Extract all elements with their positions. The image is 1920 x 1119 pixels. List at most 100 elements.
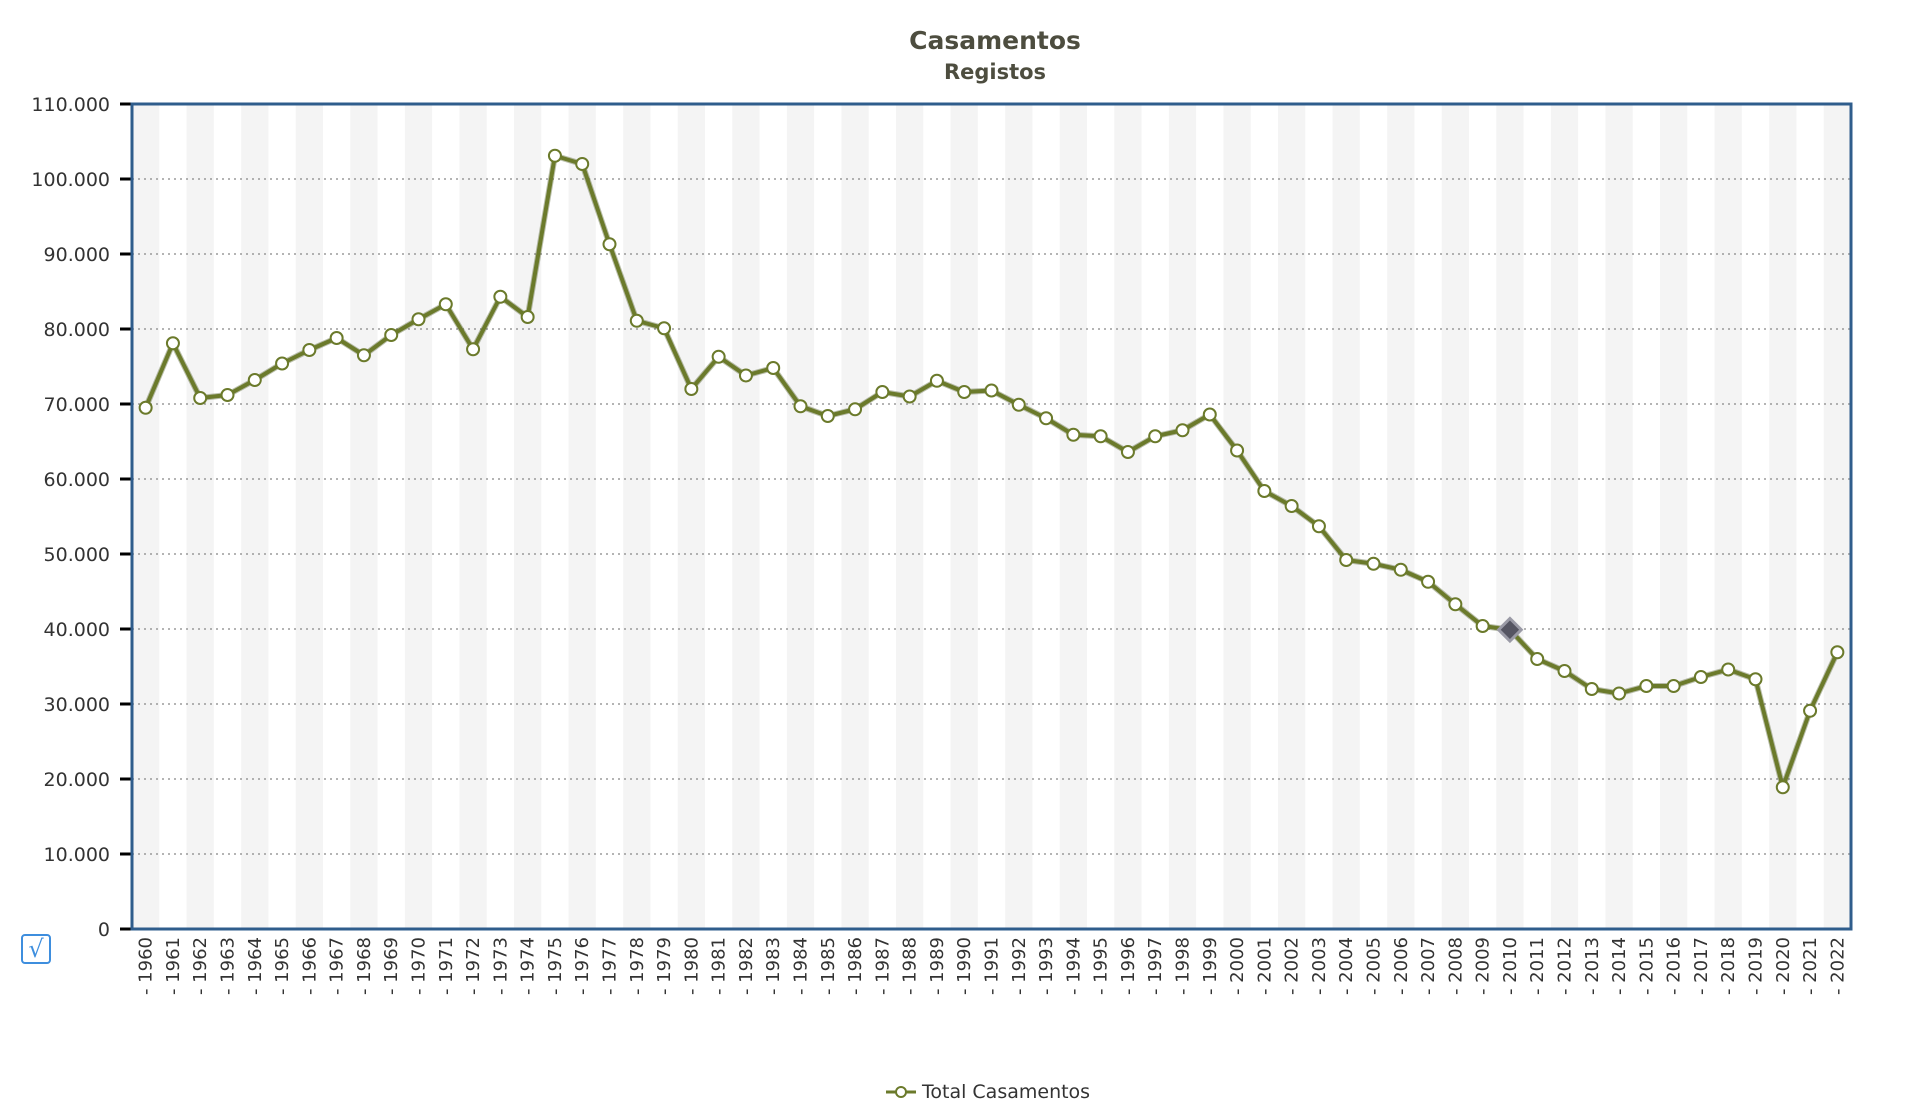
data-point[interactable]	[1175, 423, 1190, 438]
data-point[interactable]	[1530, 652, 1545, 666]
data-point[interactable]	[684, 382, 699, 396]
data-point-highlighted[interactable]	[1496, 616, 1524, 644]
data-point[interactable]	[575, 157, 590, 171]
category-band	[1605, 104, 1633, 929]
data-point[interactable]	[1803, 703, 1818, 718]
category-band	[241, 104, 269, 929]
x-tick-label: - 1981	[709, 937, 730, 995]
data-point[interactable]	[984, 383, 999, 398]
category-band	[1332, 104, 1360, 929]
data-point[interactable]	[1639, 679, 1654, 693]
data-point[interactable]	[875, 385, 890, 399]
data-point[interactable]	[602, 237, 617, 252]
data-point[interactable]	[848, 402, 863, 417]
data-point[interactable]	[1284, 499, 1299, 513]
y-tick-label: 70.000	[44, 394, 110, 416]
category-band	[1387, 104, 1415, 929]
x-tick-label: - 1983	[763, 937, 784, 995]
data-point[interactable]	[711, 349, 726, 364]
x-tick-label: - 1979	[654, 937, 675, 995]
data-point[interactable]	[657, 321, 672, 336]
data-point[interactable]	[957, 385, 972, 399]
data-point[interactable]	[1311, 519, 1326, 534]
data-point[interactable]	[738, 368, 753, 383]
data-point[interactable]	[193, 391, 208, 405]
data-point[interactable]	[1148, 429, 1163, 444]
data-point[interactable]	[1693, 670, 1708, 684]
category-band	[568, 104, 596, 929]
data-point[interactable]	[1748, 672, 1763, 687]
data-point[interactable]	[1830, 645, 1845, 660]
gridlines	[120, 102, 1851, 931]
data-point[interactable]	[384, 328, 399, 342]
data-point[interactable]	[929, 373, 944, 388]
data-point[interactable]	[1257, 484, 1272, 498]
data-point[interactable]	[1393, 562, 1408, 577]
data-point[interactable]	[1066, 427, 1081, 442]
svg-text:- 2007: - 2007	[1418, 937, 1439, 995]
data-point[interactable]	[1230, 443, 1245, 458]
svg-text:- 1962: - 1962	[190, 937, 211, 995]
y-tick-label: 50.000	[44, 544, 110, 566]
data-point[interactable]	[1775, 780, 1790, 795]
data-point[interactable]	[1093, 429, 1108, 444]
data-point[interactable]	[1011, 397, 1026, 412]
svg-text:- 1994: - 1994	[1063, 937, 1084, 995]
data-point[interactable]	[1557, 664, 1572, 678]
data-point[interactable]	[466, 342, 481, 357]
data-point[interactable]	[411, 312, 426, 327]
data-point[interactable]	[138, 400, 153, 415]
data-point[interactable]	[275, 356, 290, 371]
category-band	[623, 104, 651, 929]
data-point[interactable]	[820, 409, 835, 423]
data-point[interactable]	[902, 389, 917, 404]
x-tick-label: - 1975	[545, 937, 566, 995]
data-point[interactable]	[1721, 662, 1736, 677]
data-point[interactable]	[1421, 574, 1436, 589]
checkbox-toggle-button[interactable]: √	[21, 934, 51, 964]
x-tick-label: - 1970	[409, 937, 430, 995]
x-tick-label: - 1987	[872, 937, 893, 995]
data-point[interactable]	[1612, 686, 1627, 701]
data-point[interactable]	[1448, 597, 1463, 612]
x-tick-label: - 1989	[927, 937, 948, 995]
data-point[interactable]	[520, 310, 535, 324]
data-point[interactable]	[766, 361, 781, 375]
x-tick-label: - 2012	[1555, 937, 1576, 995]
x-tick-label: - 1962	[190, 937, 211, 995]
svg-text:- 2014: - 2014	[1609, 937, 1630, 995]
x-tick-label: - 1997	[1145, 937, 1166, 995]
data-point[interactable]	[1120, 445, 1135, 459]
chart-title: Casamentos	[909, 26, 1081, 55]
data-point[interactable]	[1666, 679, 1681, 693]
data-point[interactable]	[629, 313, 644, 328]
legend[interactable]: Total Casamentos	[886, 1081, 1090, 1103]
chart-subtitle: Registos	[943, 60, 1047, 84]
data-point[interactable]	[1039, 411, 1054, 426]
x-tick-label: - 2009	[1473, 937, 1494, 995]
svg-text:- 1997: - 1997	[1145, 937, 1166, 995]
data-point[interactable]	[356, 348, 371, 363]
x-tick-label: - 1965	[272, 937, 293, 995]
data-point[interactable]	[793, 399, 808, 414]
x-tick-label: - 1991	[982, 937, 1003, 995]
data-point[interactable]	[247, 373, 262, 387]
series-line	[143, 153, 1840, 790]
data-point[interactable]	[1202, 407, 1217, 422]
x-tick-label: - 1977	[600, 937, 621, 995]
data-point[interactable]	[220, 388, 235, 402]
category-band	[1550, 104, 1579, 929]
x-tick-label: - 2004	[1336, 937, 1357, 995]
data-point[interactable]	[302, 343, 317, 357]
data-point[interactable]	[1339, 553, 1354, 567]
data-point[interactable]	[329, 331, 344, 345]
data-point[interactable]	[1584, 682, 1599, 696]
data-point[interactable]	[547, 148, 562, 163]
svg-text:- 1977: - 1977	[600, 937, 621, 995]
data-point[interactable]	[438, 297, 453, 312]
data-point[interactable]	[1366, 556, 1381, 571]
data-point[interactable]	[165, 336, 180, 351]
data-point[interactable]	[1475, 619, 1490, 633]
data-point[interactable]	[493, 289, 508, 304]
svg-text:- 1968: - 1968	[354, 937, 375, 995]
